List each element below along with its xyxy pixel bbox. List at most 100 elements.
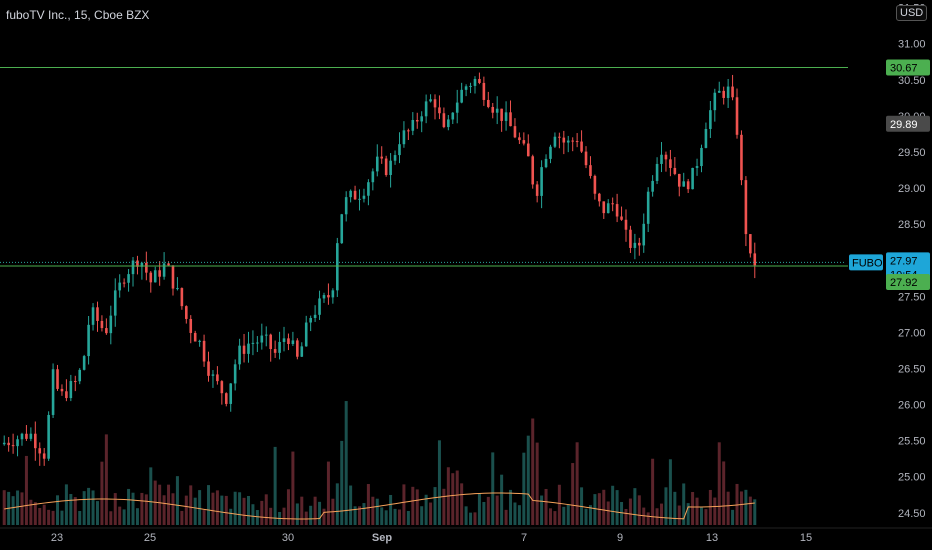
candle-body — [442, 113, 446, 128]
candle-body — [380, 156, 384, 159]
volume-bar — [402, 484, 406, 525]
volume-bar — [224, 495, 228, 525]
candle-body — [389, 160, 392, 176]
candle-body — [513, 126, 517, 138]
candle-body — [558, 136, 561, 138]
volume-bar — [104, 434, 108, 525]
candle-body — [602, 201, 606, 214]
candle-body — [82, 356, 86, 370]
volume-bar — [731, 509, 735, 525]
volume-bar — [460, 483, 464, 525]
candle-body — [473, 78, 477, 86]
candle-body — [318, 298, 321, 315]
candle-body — [309, 317, 312, 323]
y-tick-label: 24.50 — [898, 508, 926, 520]
time-axis[interactable]: 23 25 30 Sep 7 9 13 15 — [0, 527, 932, 544]
candle-body — [673, 167, 677, 174]
volume-bar — [220, 495, 224, 525]
candle-body — [726, 86, 730, 98]
candle-body — [304, 322, 308, 347]
volume-bar — [24, 455, 28, 525]
x-tick-label: 13 — [706, 532, 718, 544]
candle-body — [713, 92, 717, 111]
candle-body — [47, 414, 50, 459]
candle-body — [91, 307, 95, 325]
volume-bar — [704, 509, 708, 525]
volume-bar — [677, 505, 681, 525]
candle-body — [744, 180, 748, 235]
volume-bar — [251, 504, 255, 525]
y-tick-label: 25.50 — [898, 436, 926, 448]
volume-bar — [309, 505, 313, 525]
volume-bar — [477, 492, 481, 525]
volume-bar — [180, 510, 184, 525]
y-tick-label: 29.00 — [898, 183, 926, 195]
volume-bar — [642, 507, 646, 525]
candle-body — [29, 433, 33, 439]
volume-bar — [20, 492, 24, 525]
candle-body — [278, 341, 281, 353]
candle-body — [42, 453, 46, 459]
volume-bar — [291, 451, 295, 525]
y-tick-label: 27.00 — [898, 327, 926, 339]
volume-bar — [651, 458, 655, 525]
volume-bar — [517, 505, 521, 525]
volume-bar — [29, 499, 33, 525]
candle-body — [704, 128, 708, 148]
volume-bar — [175, 476, 179, 525]
candle-body — [420, 116, 423, 122]
volume-bar — [455, 470, 459, 525]
candle-body — [162, 263, 166, 277]
candle-body — [340, 214, 344, 244]
volume-bar — [420, 506, 424, 525]
volume-bar — [531, 418, 535, 525]
candle-body — [717, 90, 721, 93]
currency-button[interactable]: USD — [896, 5, 928, 21]
candle-body — [69, 381, 73, 399]
volume-bar — [118, 506, 122, 525]
candle-body — [735, 97, 739, 135]
candle-body — [153, 270, 157, 283]
chart-title: fuboTV Inc., 15, Cboe BZX — [6, 8, 150, 22]
candles — [2, 72, 757, 466]
candle-body — [393, 155, 397, 161]
candle-body — [624, 219, 628, 230]
candle-body — [375, 156, 379, 172]
volume-bar — [358, 506, 362, 525]
horizontal-lines[interactable] — [0, 67, 886, 267]
volume-bar — [91, 490, 95, 525]
volume-bar — [255, 510, 259, 525]
volume-bar — [491, 452, 495, 525]
candle-body — [96, 307, 99, 321]
volume-bar — [313, 496, 317, 525]
volume-bar — [246, 496, 250, 525]
candle-body — [202, 340, 206, 362]
volume-bar — [744, 489, 748, 525]
candle-body — [438, 107, 441, 114]
candle-body — [487, 99, 490, 107]
candle-body — [629, 229, 632, 248]
volume-bar — [260, 500, 264, 525]
volume-bar — [344, 401, 348, 525]
y-tick-label: 27.50 — [898, 291, 926, 303]
candle-body — [518, 137, 521, 141]
candle-body — [296, 340, 299, 357]
candle-body — [709, 110, 712, 129]
candle-body — [753, 253, 757, 266]
volume-bar — [411, 486, 415, 525]
volume-ma-line — [4, 492, 755, 520]
volume-bar — [113, 493, 117, 525]
candle-body — [185, 306, 188, 319]
candle-body — [553, 136, 557, 147]
volume-bar — [371, 496, 375, 525]
candle-body — [638, 242, 641, 246]
volume-bar — [739, 491, 743, 525]
candle-body — [322, 295, 326, 299]
y-tick-label: 29.50 — [898, 147, 926, 159]
volume-bar — [553, 511, 557, 525]
candle-body — [433, 99, 437, 108]
svg-text:FUBO: FUBO — [852, 257, 883, 269]
candle-body — [287, 338, 290, 345]
volume-bar — [144, 494, 148, 525]
